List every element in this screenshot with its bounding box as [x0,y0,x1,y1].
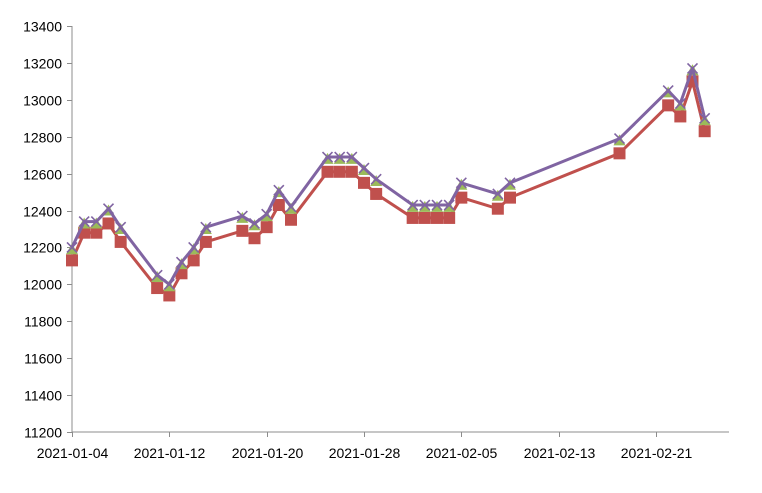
x-tick-label: 2021-01-04 [37,445,109,461]
data-point-square [504,191,516,204]
data-point-x [492,188,504,200]
data-point-x [443,199,455,211]
data-point-x [248,217,261,230]
y-tick-label: 11800 [24,314,62,330]
data-point-x [188,241,200,254]
data-point-x [321,151,334,163]
data-point-x [346,151,358,163]
x-tick-label: 2021-01-12 [134,445,206,461]
data-point-square [187,254,200,267]
data-point-x [699,112,711,124]
data-point-square [333,165,346,178]
data-point-square [674,110,687,123]
y-tick-label: 12800 [23,130,62,146]
x-tick-label: 2021-01-28 [329,445,401,461]
data-point-square [272,199,285,212]
y-tick-label: 13200 [23,56,62,72]
x-tick-label: 2021-01-20 [232,445,304,461]
series-line [70,66,707,286]
data-point-square [285,213,297,226]
data-point-x [686,62,699,75]
y-tick-label: 12600 [23,167,62,183]
data-point-square [698,125,711,138]
series-triangle [66,64,711,292]
data-point-x [90,216,102,228]
data-point-square [370,187,383,200]
data-point-square [491,202,504,215]
data-point-x [370,173,382,185]
data-point-square [662,99,675,112]
data-point-x [261,208,273,220]
data-point-x [613,133,626,145]
data-point-square [321,165,334,178]
data-point-x [285,201,297,213]
x-tick-label: 2021-02-21 [621,445,693,461]
data-point-x [151,269,163,281]
data-point-square [358,176,370,189]
data-point-x [407,199,419,211]
data-point-square [199,235,212,248]
data-point-x [674,97,686,110]
data-point-x [163,278,175,290]
tick-labels: 11200 11400 11600 11800 12000 12200 12400 12600… [23,19,692,462]
data-point-x [504,177,516,189]
data-point-square [151,282,164,295]
axes [67,26,729,437]
data-point-square [345,165,358,178]
x-tick-label: 2021-02-05 [426,445,498,461]
series-x [66,62,711,290]
data-point-x [431,199,443,211]
series-square [66,75,711,302]
x-tick-label: 2021-02-13 [524,445,596,461]
y-tick-label: 12400 [23,204,62,220]
data-point-x [236,210,248,222]
data-point-square [102,217,115,230]
y-tick-label: 11600 [24,351,62,367]
data-point-square [418,211,431,224]
data-point-square [114,235,127,248]
series-layer [66,62,711,302]
data-point-x [419,199,431,211]
data-point-square [260,221,273,234]
y-tick-label: 13400 [23,19,62,35]
data-point-square [248,232,261,245]
data-point-x [200,221,212,233]
data-point-square [66,254,78,267]
data-point-x [175,256,188,268]
data-point-square [431,211,443,224]
data-point-x [78,216,90,228]
data-point-square [406,211,419,224]
data-point-x [334,151,346,163]
data-point-square [236,224,249,237]
data-point-x [662,85,674,97]
data-point-x [358,162,370,174]
data-point-square [90,226,103,239]
y-tick-label: 13000 [23,93,62,109]
data-point-square [163,289,176,302]
data-point-x [455,177,467,189]
y-tick-label: 12200 [23,240,62,256]
data-point-square [455,191,468,204]
data-point-x [66,241,78,254]
data-point-square [443,211,456,224]
y-tick-label: 12000 [23,277,62,293]
data-point-x [102,203,115,215]
data-point-x [115,221,127,233]
data-point-square [613,147,626,160]
y-tick-label: 11200 [24,425,62,441]
y-tick-label: 11400 [24,388,62,404]
data-point-x [273,184,285,196]
